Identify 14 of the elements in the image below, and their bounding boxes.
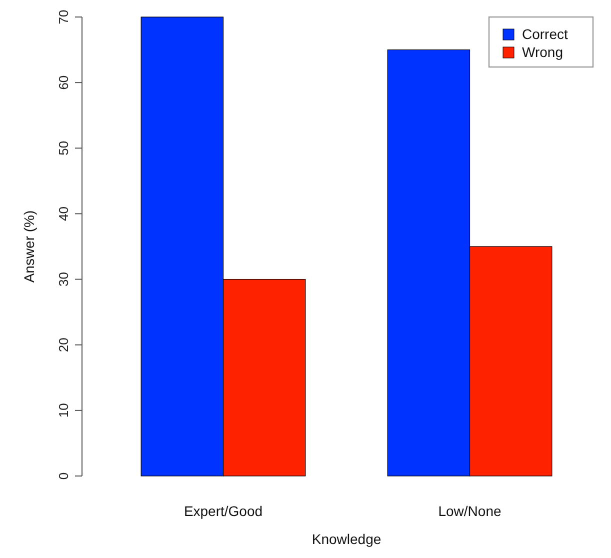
y-tick-label: 70: [56, 10, 71, 24]
y-tick-label: 50: [56, 140, 71, 156]
legend-label: Wrong: [522, 44, 563, 60]
legend-label: Correct: [522, 26, 568, 42]
y-axis-title: Answer (%): [21, 210, 37, 283]
x-tick-label: Expert/Good: [184, 503, 263, 519]
x-axis-title: Knowledge: [312, 531, 382, 547]
y-tick-label: 60: [56, 75, 71, 90]
y-tick-label: 20: [56, 338, 71, 352]
y-tick-label: 40: [56, 206, 71, 221]
y-tick-label: 10: [56, 403, 71, 418]
y-tick-label: 0: [56, 472, 71, 480]
y-tick-label: 30: [56, 272, 71, 287]
x-tick-label: Low/None: [438, 503, 502, 519]
